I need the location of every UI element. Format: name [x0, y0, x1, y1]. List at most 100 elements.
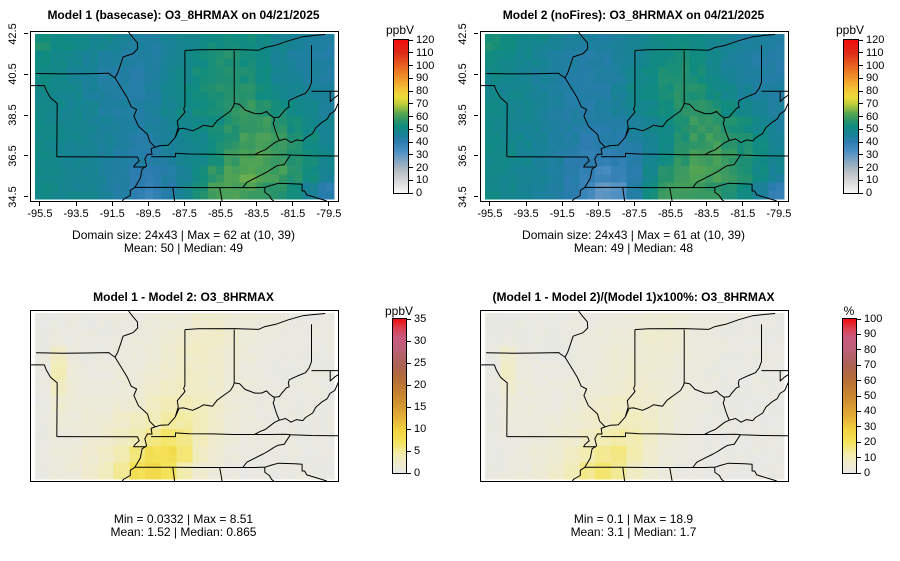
colorbar-tick [859, 116, 863, 117]
colorbar-tick [857, 426, 861, 428]
colorbar-tick [859, 103, 863, 105]
panel-caption: Min = 0.0332 | Max = 8.51 Mean: 1.52 | M… [30, 513, 337, 539]
panel-title: Model 2 (noFires): O3_8HRMAX on 04/21/20… [502, 8, 765, 22]
colorbar-tick-label: 60 [866, 110, 879, 123]
colorbar-tick-label: 70 [866, 97, 879, 110]
y-axis-tick [474, 155, 478, 157]
x-axis-tick [489, 202, 491, 206]
heatmap-canvas [31, 311, 338, 481]
colorbar-tick [859, 65, 863, 66]
colorbar-tick-label: 10 [866, 174, 879, 187]
x-axis-tick [256, 202, 258, 206]
x-axis-tick [147, 202, 149, 206]
colorbar-tick-label: 0 [416, 187, 423, 199]
y-axis-tick [474, 73, 478, 75]
colorbar-tick-label: 25 [414, 357, 427, 369]
heatmap-canvas [481, 32, 788, 201]
colorbar-tick-label: 110 [416, 46, 434, 59]
y-axis-tick-label: 36.5 [7, 145, 19, 167]
x-axis-tick [328, 202, 330, 206]
colorbar-tick-label: 30 [414, 335, 427, 347]
colorbar-tick [409, 116, 413, 117]
colorbar-tick [857, 380, 861, 382]
x-axis-tick-label: -81.5 [280, 208, 306, 220]
x-axis-tick-label: -83.5 [244, 208, 270, 220]
x-axis-tick-label: -89.5 [135, 208, 161, 220]
colorbar-tick [407, 362, 411, 364]
panel-difference: Model 1 - Model 2: O3_8HRMAX ppbV 0 5 10 15… [0, 280, 450, 561]
colorbar-tick [859, 90, 863, 92]
colorbar-tick-label: 80 [866, 85, 879, 97]
caption-line1: Domain size: 24x43 | Max = 62 at (10, 39… [72, 228, 295, 242]
colorbar-tick [859, 52, 863, 54]
heatmap-canvas [481, 311, 788, 481]
colorbar-tick [407, 318, 411, 320]
x-axis-tick-label: -91.5 [99, 208, 125, 220]
y-axis-tick-label: 34.5 [457, 185, 469, 208]
x-axis-tick-label: -81.5 [730, 208, 756, 220]
colorbar-tick-label: 0 [414, 467, 421, 479]
colorbar-tick [857, 457, 861, 459]
colorbar-tick [409, 39, 413, 41]
colorbar-tick [409, 154, 413, 156]
caption-line1: Min = 0.1 | Max = 18.9 [573, 512, 694, 526]
x-axis-tick [561, 202, 563, 206]
colorbar-tick-label: 30 [416, 148, 429, 161]
colorbar-tick [407, 406, 411, 408]
map-model1 [30, 31, 339, 202]
colorbar-tick [409, 128, 413, 130]
x-axis-tick [292, 202, 294, 206]
colorbar-tick [407, 472, 411, 474]
colorbar-tick [859, 154, 863, 156]
panel-percent-difference: (Model 1 - Model 2)/(Model 1)x100%: O3_8… [450, 280, 900, 561]
colorbar-tick [407, 384, 411, 386]
colorbar-tick [409, 167, 413, 168]
colorbar-tick [857, 410, 861, 412]
colorbar-unit-label: % [843, 304, 855, 318]
y-axis-tick [24, 196, 28, 198]
map-percent-difference [480, 310, 789, 482]
x-axis-tick [670, 202, 672, 206]
x-axis-tick-label: -83.5 [694, 208, 720, 220]
colorbar-tick-label: 70 [864, 359, 877, 372]
colorbar-unit-label: ppbV [385, 23, 415, 37]
colorbar-tick [859, 128, 863, 130]
x-axis-tick [525, 202, 527, 206]
x-axis-tick-label: -87.5 [171, 208, 197, 220]
colorbar-tick [857, 333, 861, 335]
y-axis-tick [24, 73, 28, 75]
colorbar-gradient [393, 39, 409, 194]
caption-line2: Mean: 1.52 | Median: 0.865 [110, 525, 257, 539]
x-axis-tick [742, 202, 744, 206]
colorbar-tick [859, 192, 863, 194]
colorbar-tick [409, 77, 413, 79]
panel-title: Model 1 (basecase): O3_8HRMAX on 04/21/2… [47, 8, 320, 22]
colorbar-tick [409, 192, 413, 194]
colorbar-tick-label: 20 [416, 161, 429, 174]
y-axis-tick-label: 38.5 [7, 104, 19, 126]
caption-line1: Min = 0.0332 | Max = 8.51 [113, 512, 254, 526]
state-borders [31, 311, 338, 481]
y-axis-tick [474, 33, 478, 35]
colorbar-tick [409, 103, 413, 105]
heatmap-canvas [31, 32, 338, 201]
colorbar-tick [857, 349, 861, 351]
colorbar-tick-label: 60 [416, 110, 429, 123]
colorbar-tick [857, 364, 861, 366]
x-axis-tick [183, 202, 185, 206]
colorbar-tick-label: 0 [864, 467, 871, 479]
panel-caption: Domain size: 24x43 | Max = 62 at (10, 39… [30, 229, 337, 255]
y-axis-tick [24, 33, 28, 35]
colorbar-unit-label: ppbV [384, 304, 414, 318]
panel-caption: Min = 0.1 | Max = 18.9 Mean: 3.1 | Media… [480, 513, 787, 539]
colorbar-tick-label: 30 [864, 420, 877, 433]
colorbar-tick-label: 0 [866, 187, 873, 199]
x-axis-tick [75, 202, 77, 206]
colorbar-tick-label: 20 [866, 161, 879, 174]
x-axis-tick-label: -87.5 [621, 208, 647, 220]
colorbar-tick-label: 80 [416, 85, 429, 97]
colorbar-tick-label: 40 [416, 136, 429, 148]
colorbar-tick-label: 90 [864, 328, 877, 341]
panel-title: (Model 1 - Model 2)/(Model 1)x100%: O3_8… [492, 290, 775, 304]
